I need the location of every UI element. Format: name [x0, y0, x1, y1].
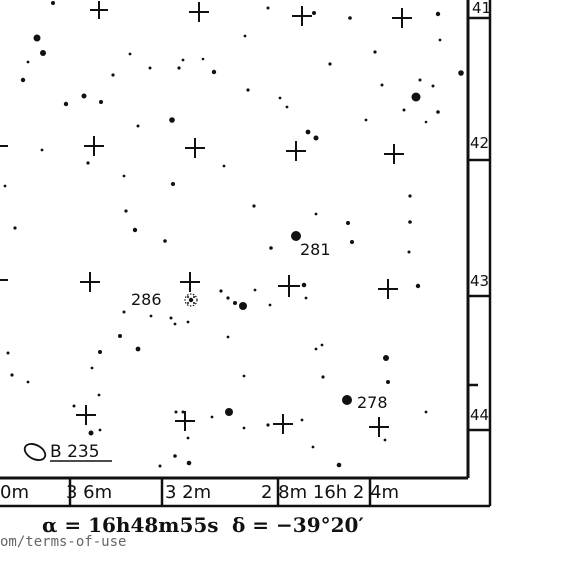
grid-crosses	[0, 1, 412, 437]
dark-nebula-b235: B 235	[23, 442, 112, 462]
right-ascension-readout: α = 16h48m55s	[42, 513, 219, 537]
ra-label-partial: 0m	[0, 482, 29, 503]
declination-readout: δ = −39°20′	[232, 513, 364, 537]
object-label-281: 281	[300, 240, 331, 259]
dec-label-43: 43	[470, 272, 489, 290]
dec-label-44: 44	[470, 406, 489, 424]
object-label-286: 286	[131, 290, 162, 309]
dec-scale-strip	[0, 0, 492, 508]
chart-frame	[0, 0, 470, 480]
dec-label-41: 41	[472, 0, 491, 17]
dark-nebula-label: B 235	[50, 442, 100, 462]
terms-of-use-watermark: om/terms-of-use	[0, 534, 127, 550]
stars	[3, 1, 464, 468]
ra-label-28: 2 8m 16h 2 4m	[261, 482, 399, 503]
dec-label-42: 42	[470, 134, 489, 152]
dec-labels: 41 42 43 44	[470, 0, 491, 424]
ra-labels: 0m 3 6m 3 2m 2 8m 16h 2 4m	[0, 482, 399, 503]
object-label-278: 278	[357, 393, 388, 412]
object-labels: 281 286 278	[131, 240, 388, 412]
ra-label-32: 3 2m	[165, 482, 211, 503]
ra-label-36: 3 6m	[66, 482, 112, 503]
dark-nebula-icon	[23, 443, 47, 461]
object-286-symbol	[184, 293, 198, 307]
